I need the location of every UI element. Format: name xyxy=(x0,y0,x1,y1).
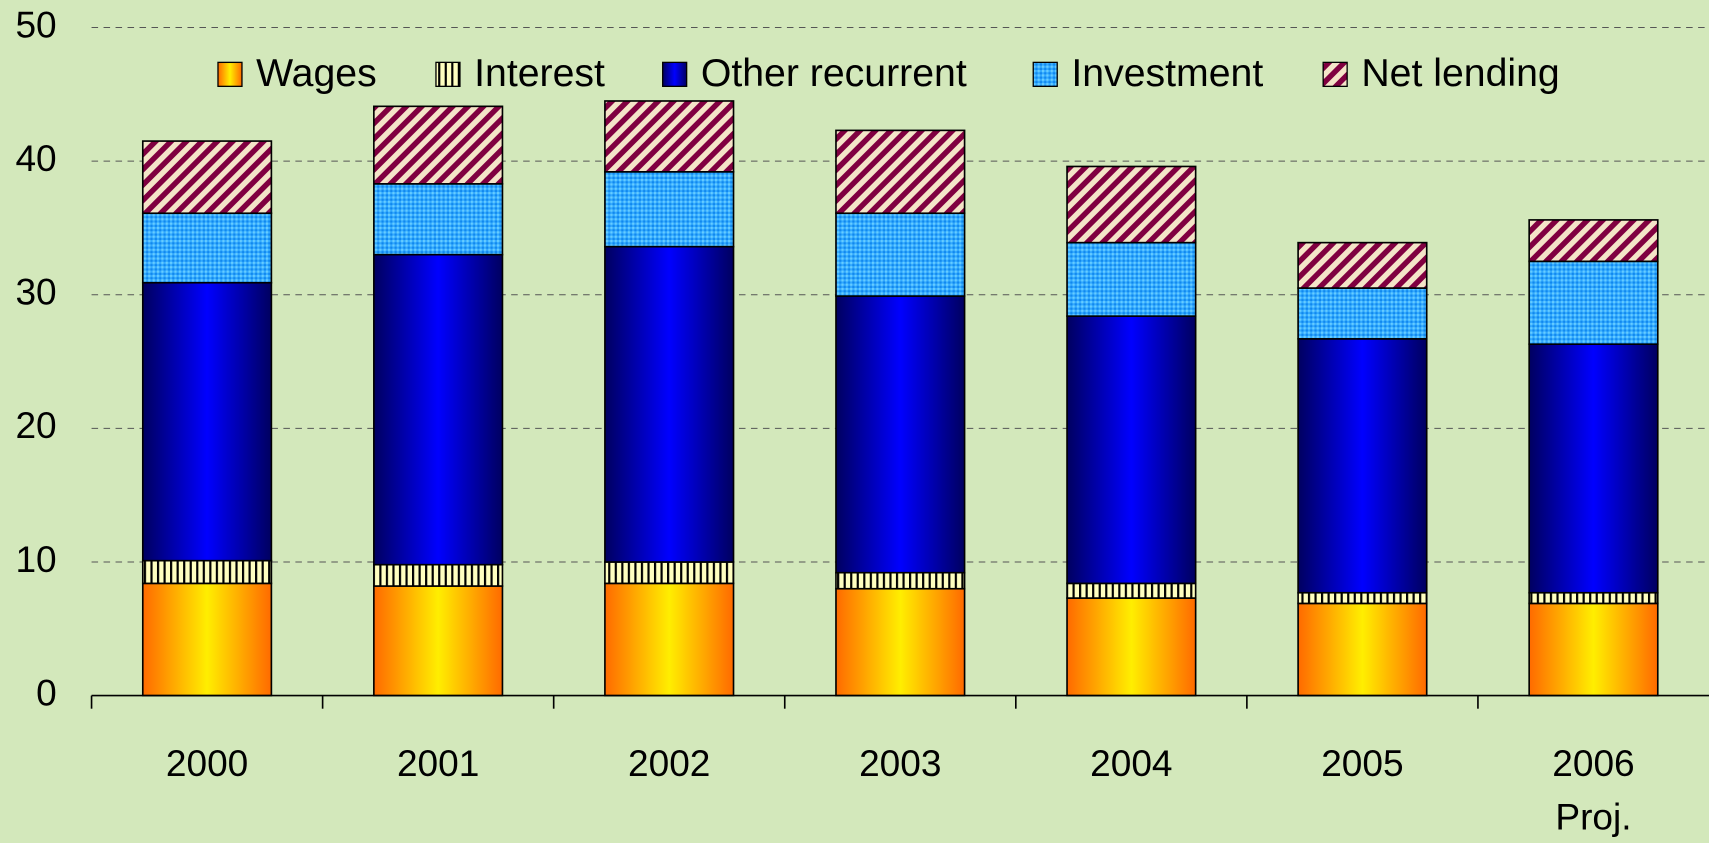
bar-segment xyxy=(1528,260,1659,346)
legend-label: Other recurrent xyxy=(701,51,967,95)
bar-segment xyxy=(373,105,504,185)
legend-swatch xyxy=(435,61,461,88)
bar-segment xyxy=(1297,241,1428,289)
bar-segment xyxy=(604,100,735,173)
x-tick-label: 2006 xyxy=(1552,742,1634,784)
bar-segment xyxy=(141,140,273,215)
bar-segment xyxy=(1528,591,1659,605)
x-tick-label: 2005 xyxy=(1321,742,1403,784)
x-tick-label: 2002 xyxy=(628,742,710,784)
legend-label: Wages xyxy=(256,51,377,95)
bar-segment xyxy=(373,585,504,697)
bar-segment xyxy=(141,212,273,284)
bar-segment xyxy=(373,253,504,566)
bar-segment xyxy=(604,582,735,697)
annotation: Proj. xyxy=(1555,796,1631,838)
x-tick-label: 2003 xyxy=(859,742,941,784)
bar-segment xyxy=(141,281,273,562)
bar-segment xyxy=(835,571,966,590)
bar-segment xyxy=(1297,287,1428,340)
y-tick-label: 0 xyxy=(36,671,57,713)
legend-swatch xyxy=(1032,61,1058,88)
x-tick-label: 2001 xyxy=(397,742,479,784)
bar-segment xyxy=(1528,602,1659,697)
bar-segment xyxy=(835,129,966,215)
x-tick-label: 2000 xyxy=(166,742,248,784)
bar-segment xyxy=(604,245,735,563)
bar-segment xyxy=(1066,241,1197,317)
y-tick-label: 20 xyxy=(15,404,56,446)
y-tick-label: 40 xyxy=(15,137,56,179)
legend-label: Investment xyxy=(1071,51,1263,95)
y-tick-label: 30 xyxy=(15,271,56,313)
bar-segment xyxy=(835,212,966,297)
bar-segment xyxy=(1297,602,1428,697)
bar-segment xyxy=(835,295,966,574)
bar-segment xyxy=(141,559,273,585)
bar-segment xyxy=(604,561,735,585)
legend-swatch xyxy=(662,61,688,88)
legend-label: Interest xyxy=(474,51,605,95)
bar-segment xyxy=(1066,315,1197,585)
y-tick-label: 10 xyxy=(15,538,56,580)
bar-segment xyxy=(1066,582,1197,599)
legend-label: Net lending xyxy=(1361,51,1559,95)
bar-segment xyxy=(1297,338,1428,594)
bar-segment xyxy=(141,582,273,697)
x-tick-label: 2004 xyxy=(1090,742,1172,784)
bar-segment xyxy=(373,563,504,587)
bar-segment xyxy=(1528,343,1659,594)
y-tick-label: 50 xyxy=(15,3,56,45)
bar-segment xyxy=(1066,597,1197,697)
bar-segment xyxy=(1528,219,1659,263)
bar-segment xyxy=(1297,591,1428,605)
legend-swatch xyxy=(217,61,243,88)
legend-swatch xyxy=(1322,61,1348,88)
bar-segment xyxy=(835,587,966,697)
bar-segment xyxy=(373,183,504,256)
bar-segment xyxy=(1066,165,1197,244)
bar-segment xyxy=(604,170,735,248)
